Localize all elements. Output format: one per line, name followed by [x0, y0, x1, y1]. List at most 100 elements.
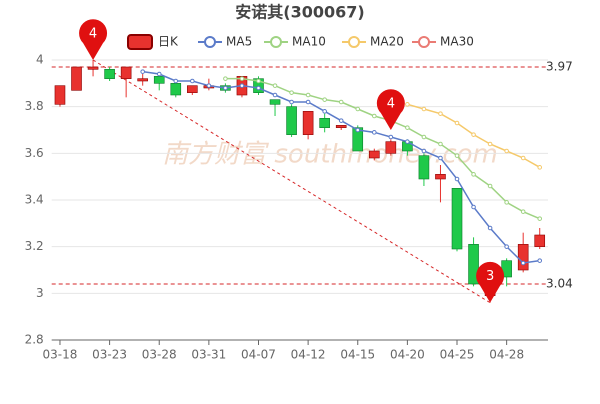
marker-label: 3 — [486, 269, 494, 284]
candle-body — [54, 85, 66, 105]
x-tick-label: 04-25 — [440, 348, 475, 362]
ma-point — [487, 141, 493, 147]
ma-point — [504, 244, 509, 249]
y-tick-label: 3.8 — [25, 99, 44, 113]
ma-point — [305, 99, 311, 105]
y-tick-label: 3.4 — [25, 193, 44, 207]
ma-point — [256, 85, 261, 91]
ma-point — [421, 148, 427, 154]
candle-body — [137, 78, 148, 82]
x-tick-label: 03-28 — [142, 348, 177, 362]
ma-point — [239, 83, 245, 88]
ma-point — [537, 216, 543, 221]
ma-point — [405, 102, 410, 107]
marker-label: 4 — [387, 97, 395, 112]
ma-point — [537, 258, 543, 263]
candle-body — [170, 83, 182, 96]
x-tick-label: 04-15 — [340, 348, 375, 362]
legend-label: MA20 — [370, 35, 404, 49]
ma-point — [471, 204, 476, 210]
watermark: 南方财富 southmoney.com — [162, 140, 498, 170]
ma-point — [322, 109, 327, 114]
reference-label: 3.97 — [546, 60, 573, 74]
candle-body — [335, 125, 347, 128]
trend-line — [92, 59, 491, 304]
y-tick-label: 2.8 — [25, 333, 44, 347]
ma-point — [338, 118, 344, 123]
x-tick-label: 04-28 — [489, 348, 524, 362]
ma-point — [322, 97, 327, 102]
ma-point — [338, 99, 344, 105]
y-tick-label: 3.6 — [25, 146, 44, 160]
x-tick-label: 04-12 — [291, 348, 326, 362]
y-tick-label: 3 — [36, 286, 44, 300]
y-tick-label: 4 — [36, 53, 44, 67]
candle-body — [534, 234, 546, 247]
candle-body — [352, 127, 364, 152]
ma-point — [504, 148, 509, 154]
candle-body — [468, 244, 479, 285]
ma-point — [173, 78, 179, 84]
ma-point — [438, 155, 443, 161]
ma-point — [537, 165, 543, 170]
x-tick-label: 04-07 — [241, 348, 276, 362]
ma-point — [520, 209, 526, 214]
marker-pin — [79, 19, 108, 61]
ma-point — [520, 155, 526, 161]
ma-point — [405, 139, 410, 144]
ma-point — [272, 83, 278, 88]
ma-point — [405, 125, 410, 130]
candle-body — [385, 141, 397, 154]
ma-point — [289, 90, 294, 95]
ma-point — [454, 120, 460, 126]
candle-body — [302, 111, 314, 135]
marker-pin — [476, 261, 505, 303]
ma-point — [520, 260, 526, 266]
marker-label: 4 — [89, 27, 97, 42]
ma-point — [438, 141, 443, 147]
legend-circle — [204, 36, 216, 48]
legend-label: MA30 — [440, 35, 474, 49]
ma-point — [504, 200, 509, 205]
legend-circle — [348, 36, 360, 48]
ma-point — [471, 172, 476, 177]
ma-point — [239, 76, 245, 81]
candle-body — [104, 69, 115, 79]
ma-point — [388, 134, 394, 140]
legend-circle — [270, 36, 282, 48]
ma-point — [454, 176, 460, 182]
legend-candle-icon — [127, 34, 153, 50]
ma-point — [371, 130, 377, 135]
ma-point — [190, 78, 195, 84]
ma-point — [438, 111, 443, 116]
x-tick-label: 04-20 — [390, 348, 425, 362]
candle-body — [187, 85, 198, 93]
ma-point — [140, 69, 145, 74]
candle-body — [286, 106, 297, 135]
ma-point — [256, 78, 261, 84]
x-tick-label: 03-23 — [92, 348, 127, 362]
x-tick-label: 03-31 — [191, 348, 226, 362]
candle-body — [120, 66, 132, 79]
ma-point — [471, 132, 476, 137]
candle-body — [153, 76, 165, 84]
ma-point — [272, 92, 278, 98]
chart-title: 安诺其(300067) — [235, 3, 364, 22]
candle-body — [269, 99, 281, 105]
ma-point — [421, 134, 427, 140]
x-tick-label: 03-18 — [43, 348, 78, 362]
legend-circle — [418, 36, 430, 48]
candle-body — [451, 188, 463, 250]
ma-point — [223, 85, 228, 91]
ma-point — [156, 71, 162, 77]
candle-body — [517, 244, 529, 271]
candle-body — [435, 174, 446, 180]
marker-pin — [376, 89, 405, 130]
ma-point — [454, 153, 460, 158]
candle-body — [253, 78, 264, 93]
reference-label: 3.04 — [546, 277, 573, 291]
ma-point — [206, 83, 212, 88]
legend-label: MA5 — [226, 35, 252, 49]
candle-body — [368, 150, 380, 159]
ma-point — [355, 106, 361, 112]
